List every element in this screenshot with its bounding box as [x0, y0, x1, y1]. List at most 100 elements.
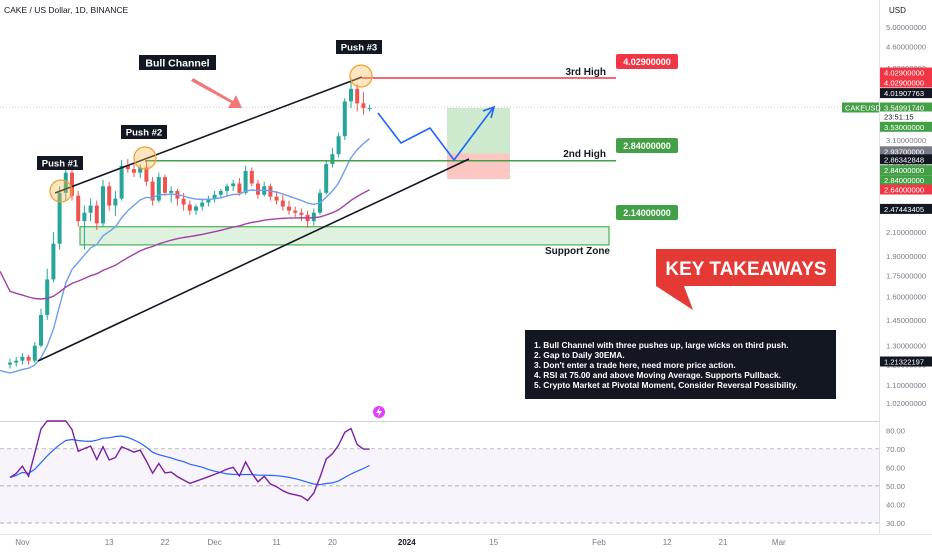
moving-averages-layer: [0, 138, 371, 374]
candle-body: [63, 172, 68, 193]
second-high-value: 2.84000000: [623, 141, 671, 151]
candle-body: [349, 88, 353, 102]
price-tag-gray: 2.93700000: [884, 147, 924, 156]
time-tick-label: 13: [105, 538, 114, 547]
candle-body: [14, 360, 19, 363]
drawings-layer: [0, 64, 880, 362]
candle-body: [355, 88, 360, 104]
candle-body: [20, 356, 25, 361]
candle-body: [150, 181, 155, 201]
candle-body: [249, 170, 254, 184]
candle-body: [256, 183, 260, 195]
zones-layer: [79, 108, 610, 246]
support-value: 2.14000000: [623, 208, 671, 218]
price-tick-label: 1.30000000: [886, 342, 926, 351]
candle-body: [51, 243, 56, 280]
key-takeaways-box[interactable]: [656, 249, 836, 286]
candle-body: [70, 172, 74, 196]
push2-label-box[interactable]: [121, 125, 167, 139]
ema-slow-line: [0, 189, 370, 300]
price-tag-bg-red_mid: [880, 184, 932, 195]
candle-body: [206, 198, 211, 203]
price-tag-bg-dark_mid: [880, 154, 932, 165]
bull-channel-label: Bull Channel: [145, 58, 209, 70]
push-1-marker: [49, 179, 73, 203]
time-tick-label: 20: [328, 538, 337, 547]
push-3-marker: [349, 64, 373, 88]
candle-body: [212, 194, 217, 199]
rsi-band: [0, 448, 880, 523]
candle-body: [88, 205, 93, 213]
candle-body: [26, 356, 31, 361]
candle-body: [94, 205, 99, 224]
position-stop-area: [447, 153, 510, 179]
symbol-tag: CAKEUSD: [845, 104, 881, 113]
price-tag-green_a: 2.84000000: [884, 166, 924, 175]
candle-body: [39, 314, 43, 346]
key-takeaways-title: KEY TAKEAWAYS: [665, 259, 826, 280]
candle-body: [336, 136, 341, 155]
candle-body: [324, 164, 329, 193]
third-high-value-box[interactable]: [616, 54, 678, 69]
price-tag-current: 3.54991740: [884, 104, 924, 113]
price-tag-bg-gray: [880, 146, 932, 157]
candle-body: [293, 210, 298, 213]
push1-label: Push #1: [42, 159, 79, 170]
time-tick-label: Nov: [15, 538, 29, 547]
push1-label-box[interactable]: [37, 156, 83, 170]
second-high-value-box[interactable]: [616, 138, 678, 153]
candle-body: [144, 167, 149, 182]
push3-label-box[interactable]: [336, 40, 382, 54]
price-tag-dark_mid: 2.86342848: [884, 155, 924, 164]
time-tick-label: 22: [161, 538, 170, 547]
time-tick-label: 2024: [398, 538, 416, 547]
candle-body: [82, 212, 87, 222]
rsi-tick-label: 70.00: [886, 445, 905, 454]
price-tag-countdown: 23:51:15: [884, 113, 914, 122]
support-value-box[interactable]: [616, 205, 678, 220]
candles-layer: [8, 77, 372, 369]
candle-body: [156, 177, 161, 201]
third-high-label: 3rd High: [565, 67, 606, 78]
price-tick-label: 1.90000000: [886, 252, 926, 261]
time-tick-label: Dec: [207, 538, 221, 547]
takeaway-2: 2. Gap to Daily 30EMA.: [534, 350, 625, 360]
price-tick-label: 2.10000000: [886, 228, 926, 237]
candle-body: [125, 165, 130, 170]
bull-channel-arrow: [191, 78, 242, 108]
price-tag-green_mid: 3.53000000: [884, 123, 924, 132]
price-tag-dark_bottom: 1.21322197: [884, 358, 924, 367]
price-tag-red_top_2: 4.02900000: [884, 79, 924, 88]
candle-body: [138, 167, 143, 173]
takeaway-5: 5. Crypto Market at Pivotal Moment, Cons…: [534, 380, 798, 390]
push3-label: Push #3: [341, 43, 377, 54]
candle-body: [132, 169, 136, 173]
candle-body: [274, 196, 279, 201]
time-tick-label: Feb: [592, 538, 606, 547]
currency-label[interactable]: USD: [889, 6, 906, 15]
candle-body: [342, 101, 347, 137]
candle-body: [181, 198, 186, 205]
channel-lower-line: [37, 158, 470, 362]
candle-body: [330, 154, 335, 165]
time-tick-label: Mar: [772, 538, 786, 547]
support-zone-rect: [79, 226, 610, 246]
candle-body: [361, 103, 366, 108]
price-tag-bg-red_top_1: [880, 67, 932, 78]
candle-body: [169, 190, 174, 193]
price-tag-bg-red_top_2: [880, 77, 932, 88]
candle-body: [311, 212, 316, 222]
symbol-tag-bg: [842, 102, 879, 113]
price-tag-green_b: 2.84000000: [884, 176, 924, 185]
candle-body: [194, 206, 198, 211]
bull-channel-label-box[interactable]: [139, 55, 216, 70]
labels-layer: 4.029000004.029000004.019077633.54991740…: [842, 67, 932, 367]
price-tag-bg-current: [880, 102, 932, 113]
takeaway-1: 1. Bull Channel with three pushes up, la…: [534, 340, 789, 350]
time-tick-label: 12: [663, 538, 672, 547]
rsi-tick-label: 40.00: [886, 501, 905, 510]
second-high-label: 2nd High: [563, 149, 606, 160]
takeaways-panel[interactable]: [525, 330, 836, 399]
